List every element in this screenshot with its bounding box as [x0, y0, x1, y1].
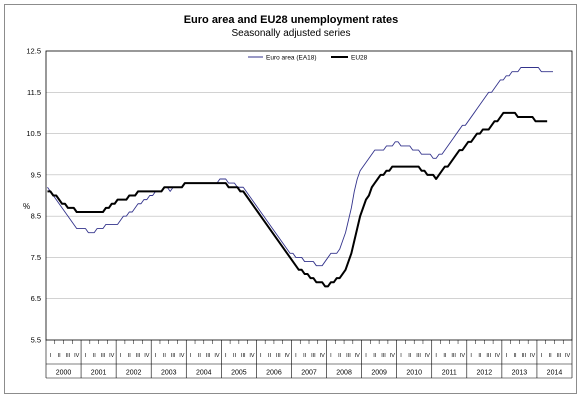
x-quarter-label: IV [530, 353, 536, 359]
x-quarter-label: IV [565, 353, 571, 359]
x-quarter-label: I [120, 353, 122, 359]
chart-frame [4, 4, 577, 394]
x-quarter-label: I [225, 353, 227, 359]
x-quarter-label: III [206, 353, 211, 359]
chart-subtitle: Seasonally adjusted series [232, 28, 351, 39]
x-quarter-label: II [163, 353, 167, 359]
y-tick-label: 6.5 [31, 294, 41, 303]
y-tick-label: 8.5 [31, 212, 41, 221]
x-quarter-label: I [260, 353, 262, 359]
plot-area [45, 50, 573, 341]
x-quarter-label: III [101, 353, 106, 359]
x-quarter-label: II [408, 353, 412, 359]
x-quarter-label: IV [249, 353, 255, 359]
x-year-label: 2004 [196, 370, 212, 377]
chart-title: Euro area and EU28 unemployment rates [184, 14, 399, 26]
series-line-eu28 [47, 111, 548, 288]
x-quarter-label: IV [495, 353, 501, 359]
y-tick-label: 12.5 [26, 47, 41, 56]
x-year-label: 2014 [547, 370, 563, 377]
y-tick-label: 5.5 [31, 336, 41, 345]
x-quarter-label: I [50, 353, 52, 359]
x-year-label: 2013 [512, 370, 528, 377]
x-quarter-label: II [513, 353, 517, 359]
x-year-label: 2010 [406, 370, 422, 377]
x-quarter-label: II [443, 353, 447, 359]
series-line-ea18 [47, 67, 554, 267]
x-quarter-label: IV [390, 353, 396, 359]
x-year-label: 2007 [301, 370, 317, 377]
x-quarter-label: III [66, 353, 71, 359]
x-year-label: 2002 [126, 370, 142, 377]
x-quarter-label: I [295, 353, 297, 359]
y-axis-ticks: 12.5 11.5 10.5 9.5 8.5 7.5 6.5 5.5 [26, 47, 41, 345]
x-quarter-label: IV [179, 353, 185, 359]
x-quarter-label: I [435, 353, 437, 359]
x-quarter-label: III [521, 353, 526, 359]
x-quarter-label: II [93, 353, 97, 359]
x-quarter-label: III [486, 353, 491, 359]
x-year-label: 2012 [477, 370, 493, 377]
x-year-label: 2001 [91, 370, 107, 377]
x-quarter-label: IV [320, 353, 326, 359]
x-quarter-label: I [470, 353, 472, 359]
legend-label-ea18: Euro area (EA18) [266, 55, 317, 62]
x-quarter-label: I [190, 353, 192, 359]
x-quarter-label: II [198, 353, 202, 359]
x-quarter-label: I [330, 353, 332, 359]
x-quarter-label: IV [284, 353, 290, 359]
x-quarter-label: II [549, 353, 553, 359]
x-quarter-label: II [338, 353, 342, 359]
x-quarter-label: I [85, 353, 87, 359]
x-quarter-label: III [136, 353, 141, 359]
x-quarter-label: I [400, 353, 402, 359]
x-quarter-label: I [541, 353, 543, 359]
x-quarter-label: II [478, 353, 482, 359]
y-axis-label: % [23, 202, 30, 211]
x-quarter-label: III [241, 353, 246, 359]
x-year-label: 2006 [266, 370, 282, 377]
x-year-label: 2000 [56, 370, 72, 377]
series-lines [47, 67, 554, 288]
x-quarter-label: III [171, 353, 176, 359]
legend: Euro area (EA18) EU28 [248, 55, 368, 62]
x-quarter-label: II [303, 353, 307, 359]
y-tick-label: 10.5 [26, 129, 41, 138]
x-quarter-label: IV [109, 353, 115, 359]
x-quarter-label: II [268, 353, 272, 359]
x-quarter-label: II [128, 353, 132, 359]
x-quarter-label: III [381, 353, 386, 359]
x-year-label: 2005 [231, 370, 247, 377]
x-year-label: 2011 [442, 370, 457, 377]
x-quarter-label: II [373, 353, 377, 359]
gridlines [46, 91, 572, 300]
y-tick-label: 9.5 [31, 170, 41, 179]
y-tick-label: 11.5 [27, 88, 41, 97]
x-quarter-label: I [155, 353, 157, 359]
x-quarter-label: III [346, 353, 351, 359]
x-year-label: 2003 [161, 370, 177, 377]
legend-label-eu28: EU28 [351, 55, 368, 62]
x-quarter-label: III [557, 353, 562, 359]
x-quarter-label: IV [460, 353, 466, 359]
x-quarter-label: IV [355, 353, 361, 359]
x-quarter-label: III [311, 353, 316, 359]
x-quarter-label: II [233, 353, 237, 359]
x-quarter-label: III [416, 353, 421, 359]
x-quarter-label: II [58, 353, 62, 359]
x-quarter-label: III [451, 353, 456, 359]
x-quarter-label: I [505, 353, 507, 359]
x-year-label: 2009 [371, 370, 387, 377]
x-quarter-label: I [365, 353, 367, 359]
y-tick-label: 7.5 [31, 253, 41, 262]
x-quarter-label: III [276, 353, 281, 359]
x-quarter-label: IV [425, 353, 431, 359]
x-quarter-label: IV [214, 353, 220, 359]
x-quarter-label: IV [74, 353, 80, 359]
x-year-label: 2008 [336, 370, 352, 377]
x-quarter-label: IV [144, 353, 150, 359]
